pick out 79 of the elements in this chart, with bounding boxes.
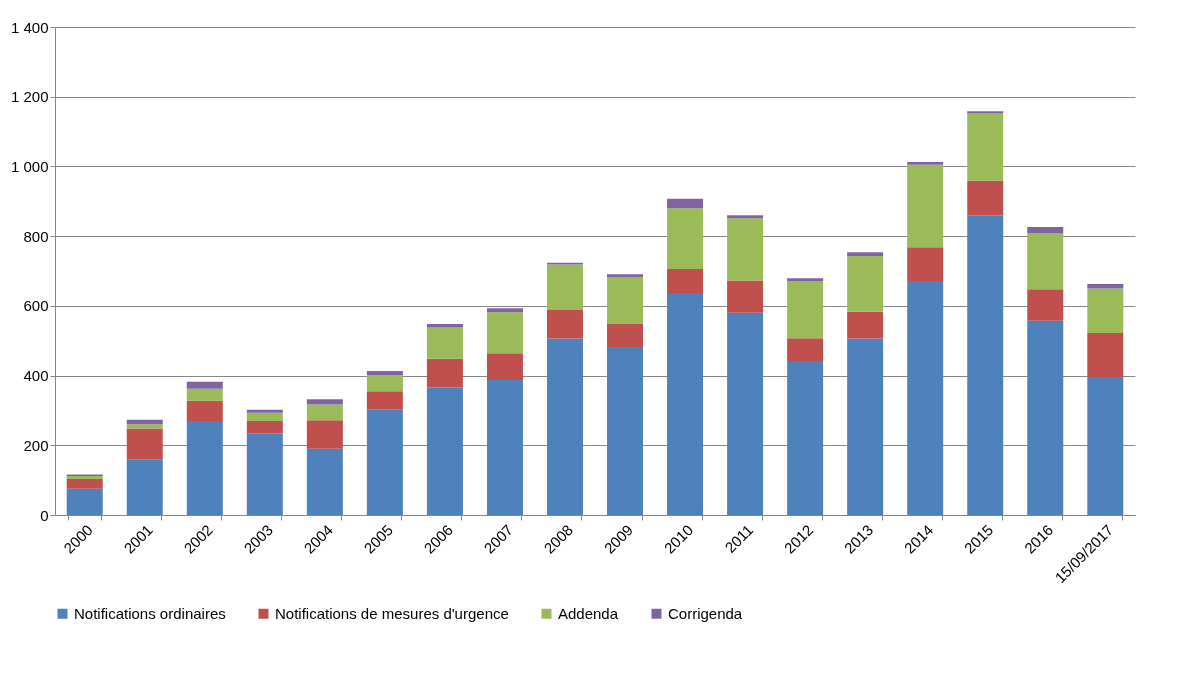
bar [907, 281, 944, 515]
bar [186, 400, 223, 421]
y-tick-label: 1 000 [10, 157, 49, 175]
bar [186, 420, 223, 515]
bar [306, 448, 343, 515]
bar [967, 111, 1004, 114]
bar [727, 215, 764, 219]
bar [426, 387, 463, 515]
bar [847, 338, 884, 515]
y-tick-label: 800 [23, 227, 49, 245]
legend-label: Corrigenda [668, 604, 743, 622]
bar [1087, 288, 1124, 334]
bar [366, 409, 403, 515]
legend-label: Notifications ordinaires [74, 604, 226, 622]
bar [546, 264, 583, 311]
bar [667, 292, 704, 515]
bar [667, 208, 704, 269]
bar [66, 479, 103, 489]
y-tick-label: 200 [23, 436, 49, 454]
bar [727, 218, 764, 281]
y-tick-label: 1 400 [10, 18, 49, 36]
legend-label: Addenda [558, 604, 619, 622]
y-tick-label: 1 200 [10, 88, 49, 106]
bar [366, 391, 403, 410]
bar [306, 420, 343, 449]
bar [787, 360, 824, 515]
bar [66, 488, 103, 515]
bar [967, 180, 1004, 216]
bar [1027, 320, 1064, 515]
bar [66, 475, 103, 480]
bar [306, 404, 343, 421]
bar [186, 381, 223, 389]
bar [126, 428, 163, 460]
bar [126, 424, 163, 429]
bar [967, 215, 1004, 515]
bar [306, 399, 343, 405]
bar [246, 433, 283, 515]
bar [667, 268, 704, 293]
bar [126, 459, 163, 515]
bar [546, 338, 583, 515]
bar [546, 310, 583, 339]
bar [847, 256, 884, 312]
bar [907, 161, 944, 165]
bar [727, 280, 764, 313]
bar [186, 388, 223, 401]
y-tick-label: 600 [23, 297, 49, 315]
bar [727, 312, 764, 515]
y-tick-label: 400 [23, 367, 49, 385]
legend-label: Notifications de mesures d'urgence [275, 604, 509, 622]
bar [426, 327, 463, 359]
bar [607, 274, 644, 278]
bar [1087, 333, 1124, 377]
bar [426, 358, 463, 388]
bar [907, 247, 944, 282]
bar [607, 323, 644, 347]
bar [787, 338, 824, 361]
bar [366, 375, 403, 392]
bar [787, 278, 824, 282]
bar [486, 312, 523, 354]
bar [847, 252, 884, 257]
bar [967, 113, 1004, 181]
bar [366, 371, 403, 376]
y-tick-label: 0 [40, 506, 49, 524]
bar [907, 164, 944, 248]
bar [1027, 227, 1064, 234]
bar [246, 420, 283, 434]
bar [607, 277, 644, 324]
bar [246, 409, 283, 413]
bar [486, 308, 523, 313]
bar [1027, 289, 1064, 321]
bar [787, 281, 824, 339]
bar [667, 198, 704, 209]
bar [246, 412, 283, 421]
bar [607, 346, 644, 515]
bar [1087, 376, 1124, 515]
bar [847, 311, 884, 339]
bar [486, 380, 523, 515]
bar [486, 353, 523, 381]
bar [1027, 233, 1064, 290]
